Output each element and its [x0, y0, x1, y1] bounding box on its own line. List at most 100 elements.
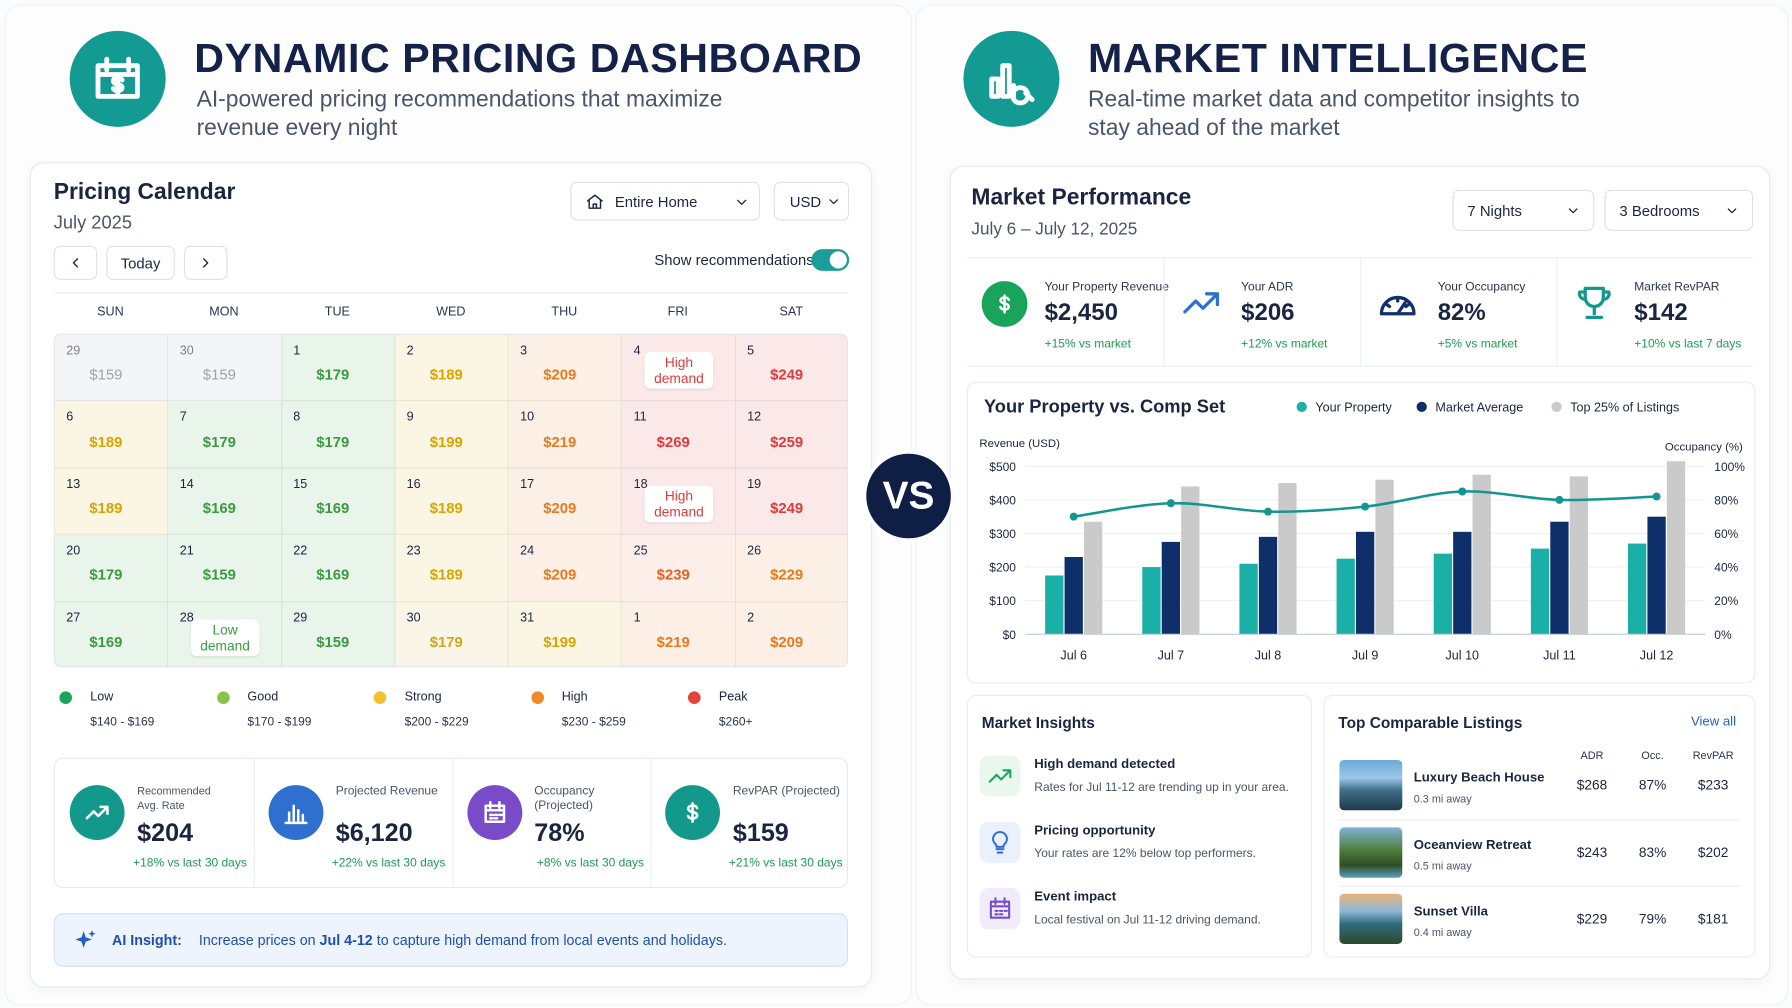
calendar-day[interactable]: 1 $179: [281, 334, 396, 402]
kpi-change: +21% vs last 30 days: [728, 855, 843, 870]
kpi-value: $159: [732, 818, 789, 847]
calendar-day[interactable]: 7 $179: [168, 401, 282, 469]
x-tick-label: Jul 10: [1446, 648, 1480, 662]
icon: [95, 56, 140, 99]
calendar-day[interactable]: 4 High demand: [622, 334, 736, 402]
filter-dropdown[interactable]: 3 Bedrooms: [1604, 189, 1754, 231]
calendar-day[interactable]: 31 $199: [508, 601, 623, 667]
calendar-day[interactable]: 15 $169: [281, 468, 396, 536]
kpi-label: RevPAR (Projected): [732, 783, 841, 798]
icon-path: [992, 830, 1008, 854]
calendar-day[interactable]: 29 $159: [54, 334, 169, 402]
weekday-label: WED: [436, 305, 466, 319]
bar: [1142, 567, 1161, 635]
calendar-day[interactable]: 16 $189: [395, 468, 509, 536]
calendar-day[interactable]: 1 $219: [622, 601, 736, 667]
view-all-link[interactable]: View all: [1690, 715, 1736, 730]
calendar-day[interactable]: 2 $209: [735, 601, 847, 667]
calendar-day[interactable]: 14 $169: [168, 468, 282, 536]
calendar-day[interactable]: 12 $259: [735, 401, 847, 469]
bar: [1530, 548, 1550, 635]
calendar-day[interactable]: 17 $209: [508, 468, 623, 536]
weekday-label: SUN: [97, 305, 124, 319]
listing-thumbnail: [1339, 826, 1403, 878]
day-number: 29: [66, 343, 81, 358]
calendar-day[interactable]: 10 $219: [508, 401, 623, 469]
calendar-day[interactable]: 22 $169: [281, 535, 396, 602]
bar: [1336, 558, 1355, 635]
day-number: 23: [406, 544, 421, 558]
subtitle: AI-powered pricing recommendations that …: [196, 86, 723, 141]
bar: [1161, 541, 1180, 635]
calendar-day[interactable]: 9 $199: [395, 401, 509, 469]
insight-icon-bg: [979, 755, 1021, 797]
calendar-day[interactable]: 5 $249: [735, 334, 847, 402]
calendar-day[interactable]: 29 $159: [281, 601, 396, 667]
kpi-change: +22% vs last 30 days: [331, 855, 446, 870]
card-title: Market Performance: [971, 185, 1192, 211]
bar: [1083, 521, 1103, 635]
icon-path: [284, 804, 308, 825]
day-price: $249: [770, 499, 804, 517]
today-button[interactable]: Today: [106, 245, 175, 280]
calendar-day[interactable]: 30 $159: [168, 334, 282, 402]
calendar-day[interactable]: 19 $249: [735, 468, 847, 536]
calendar-day[interactable]: 25 $239: [622, 535, 736, 602]
day-number: 25: [633, 544, 648, 558]
y2-axis-label: Occupancy (%): [1665, 441, 1743, 453]
filter-dropdown[interactable]: 7 Nights: [1452, 189, 1595, 231]
calendar-day[interactable]: 28 Low demand: [168, 601, 282, 667]
day-price: $269: [656, 432, 690, 450]
bar: [1064, 557, 1083, 635]
day-number: 22: [293, 544, 308, 558]
kpi-label: Your Property Revenue: [1044, 279, 1169, 294]
icon: [1568, 208, 1578, 214]
calendar-day[interactable]: 26 $229: [735, 535, 847, 602]
calendar-day[interactable]: 2 $189: [395, 334, 509, 402]
calendar-day[interactable]: 27 $169: [54, 601, 169, 667]
icon-path: [586, 194, 603, 209]
y-tick-label: $500: [989, 460, 1016, 474]
prev-button[interactable]: [53, 245, 98, 280]
icon-path: [1568, 208, 1578, 214]
legend-range: $200 - $229: [404, 715, 469, 730]
icon-path: [737, 199, 747, 205]
calendar-day[interactable]: 6 $189: [54, 401, 169, 469]
listing-revpar: $181: [1697, 910, 1729, 927]
calendar-day[interactable]: 24 $209: [508, 535, 623, 602]
calendar-day[interactable]: 30 $179: [395, 601, 509, 667]
icon-circle: [466, 785, 522, 840]
day-number: 26: [747, 544, 762, 558]
listing-name: Sunset Villa: [1413, 905, 1488, 919]
calendar-day[interactable]: 20 $179: [54, 535, 169, 602]
day-price: $239: [656, 566, 690, 584]
property-dropdown[interactable]: Entire Home: [570, 181, 760, 221]
icon-path: [483, 801, 505, 823]
calendar-day[interactable]: 21 $159: [168, 535, 282, 602]
y2-tick-label: 80%: [1714, 493, 1738, 507]
icon-path: [203, 258, 209, 268]
day-price: $169: [202, 499, 236, 517]
toggle-switch[interactable]: [811, 249, 850, 271]
calendar-day[interactable]: 11 $269: [622, 401, 736, 469]
currency-dropdown[interactable]: USD: [773, 181, 850, 221]
calendar-day[interactable]: 13 $189: [54, 468, 169, 536]
next-button[interactable]: [183, 245, 228, 280]
kpi-value: $2,450: [1044, 299, 1118, 326]
day-price: $159: [89, 365, 123, 384]
calendar-day[interactable]: 18 High demand: [622, 468, 736, 536]
day-number: 31: [520, 610, 535, 625]
kpi-value: $6,120: [335, 818, 413, 847]
legend-name: Low: [90, 690, 114, 704]
day-price: $159: [316, 632, 350, 651]
day-number: 30: [406, 610, 421, 625]
listing-name: Luxury Beach House: [1413, 771, 1545, 786]
listing-distance: 0.5 mi away: [1413, 859, 1472, 873]
calendar-day[interactable]: 3 $209: [508, 334, 623, 402]
listing-occ: 87%: [1638, 777, 1667, 794]
calendar-day[interactable]: 8 $179: [281, 401, 396, 469]
calendar-day[interactable]: 23 $189: [395, 535, 509, 602]
title: DYNAMIC PRICING DASHBOARD: [194, 34, 863, 82]
icon-path: [989, 897, 1011, 919]
day-number: 12: [747, 410, 762, 425]
